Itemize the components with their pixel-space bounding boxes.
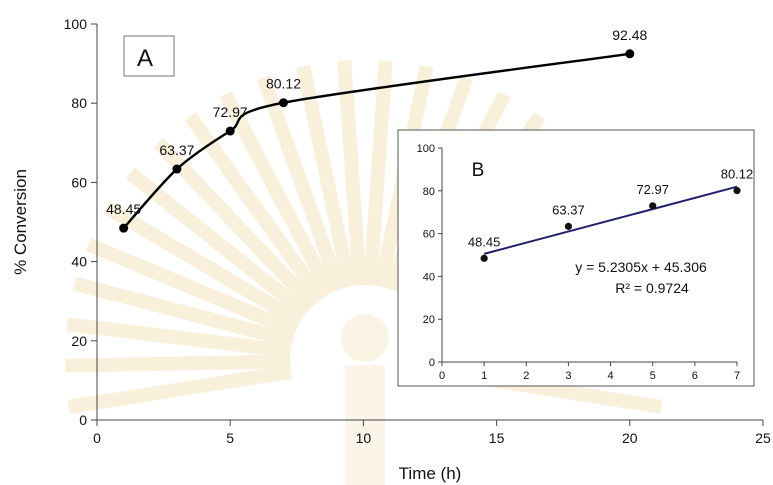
inset-x-tick-label: 5 xyxy=(650,370,656,382)
inset-data-point xyxy=(480,254,488,262)
y-tick-label: 20 xyxy=(71,333,87,349)
inset-frame xyxy=(397,129,755,387)
data-label: 72.97 xyxy=(213,104,248,120)
inset-data-label: 72.97 xyxy=(636,182,669,197)
chart-b-inset: 0 20 40 60 80 100 0 1 2 3 4 5 6 7 48.45 63.37 72.97 80.12… xyxy=(397,129,755,387)
inset-y-tick-label: 60 xyxy=(423,229,435,241)
watermark-ray xyxy=(103,201,305,328)
y-axis-title: % Conversion xyxy=(11,169,30,275)
x-axis-title: Time (h) xyxy=(399,464,462,483)
data-label: 80.12 xyxy=(266,76,301,92)
inset-data-label: 80.12 xyxy=(721,167,754,182)
watermark-ray xyxy=(337,60,367,286)
watermark-ray xyxy=(219,91,337,297)
watermark-ray xyxy=(66,317,292,359)
watermark-ray xyxy=(184,112,327,304)
x-tick-label: 5 xyxy=(226,430,234,446)
data-point xyxy=(225,126,235,136)
y-tick-label: 60 xyxy=(71,174,87,190)
watermark-ray xyxy=(73,276,295,348)
watermark-ray xyxy=(153,137,319,311)
data-label: 63.37 xyxy=(159,142,194,158)
data-point xyxy=(278,98,288,108)
inset-x-tick-label: 2 xyxy=(523,370,529,382)
watermark-ray xyxy=(67,364,293,414)
inset-data-point xyxy=(733,186,741,195)
inset-y-tick-label: 40 xyxy=(423,271,435,283)
inset-y-tick-label: 20 xyxy=(423,314,435,326)
data-point xyxy=(119,223,129,233)
x-tick-label: 20 xyxy=(622,430,638,446)
y-tick-label: 100 xyxy=(64,16,88,32)
panel-label-box xyxy=(123,35,175,77)
watermark-ray xyxy=(296,64,357,289)
inset-y-tick-label: 80 xyxy=(423,186,435,198)
inset-trendline xyxy=(483,185,738,255)
trendline-r2: R² = 0.9724 xyxy=(615,280,689,296)
trendline-equation: y = 5.2305x + 45.306 xyxy=(575,259,707,275)
data-label: 92.48 xyxy=(612,27,647,43)
inset-data-point xyxy=(564,222,573,230)
x-tick-label: 0 xyxy=(93,430,101,446)
watermark-ray xyxy=(363,60,393,286)
inset-data-point xyxy=(649,202,657,210)
inset-x-tick-label: 3 xyxy=(565,370,571,382)
data-label: 48.45 xyxy=(106,201,141,217)
x-tick-label: 10 xyxy=(356,430,372,446)
data-point xyxy=(625,49,635,59)
watermark-ray xyxy=(85,237,299,338)
x-tick-label: 15 xyxy=(489,430,505,446)
watermark-orb xyxy=(341,314,389,362)
series-line xyxy=(122,52,630,229)
x-tick-label: 25 xyxy=(755,430,771,446)
inset-panel-label: B xyxy=(472,160,485,181)
y-tick-label: 80 xyxy=(71,95,87,111)
inset-data-label: 63.37 xyxy=(552,202,585,217)
inset-data-label: 48.45 xyxy=(468,234,501,249)
watermark-ray xyxy=(64,354,291,373)
y-tick-label: 40 xyxy=(71,254,87,270)
inset-y-tick-label: 100 xyxy=(417,143,435,155)
y-tick-label: 0 xyxy=(79,412,87,428)
inset-x-tick-label: 0 xyxy=(439,370,445,382)
watermark-ray xyxy=(256,75,347,292)
watermark-ray xyxy=(125,167,311,319)
watermark-pillar xyxy=(345,365,385,485)
inset-x-tick-label: 1 xyxy=(481,370,487,382)
inset-x-tick-label: 4 xyxy=(608,370,614,382)
inset-x-tick-label: 6 xyxy=(692,370,698,382)
data-point xyxy=(172,164,182,174)
inset-y-tick-label: 0 xyxy=(429,357,435,369)
panel-label: A xyxy=(137,45,153,72)
inset-x-tick-label: 7 xyxy=(734,370,740,382)
